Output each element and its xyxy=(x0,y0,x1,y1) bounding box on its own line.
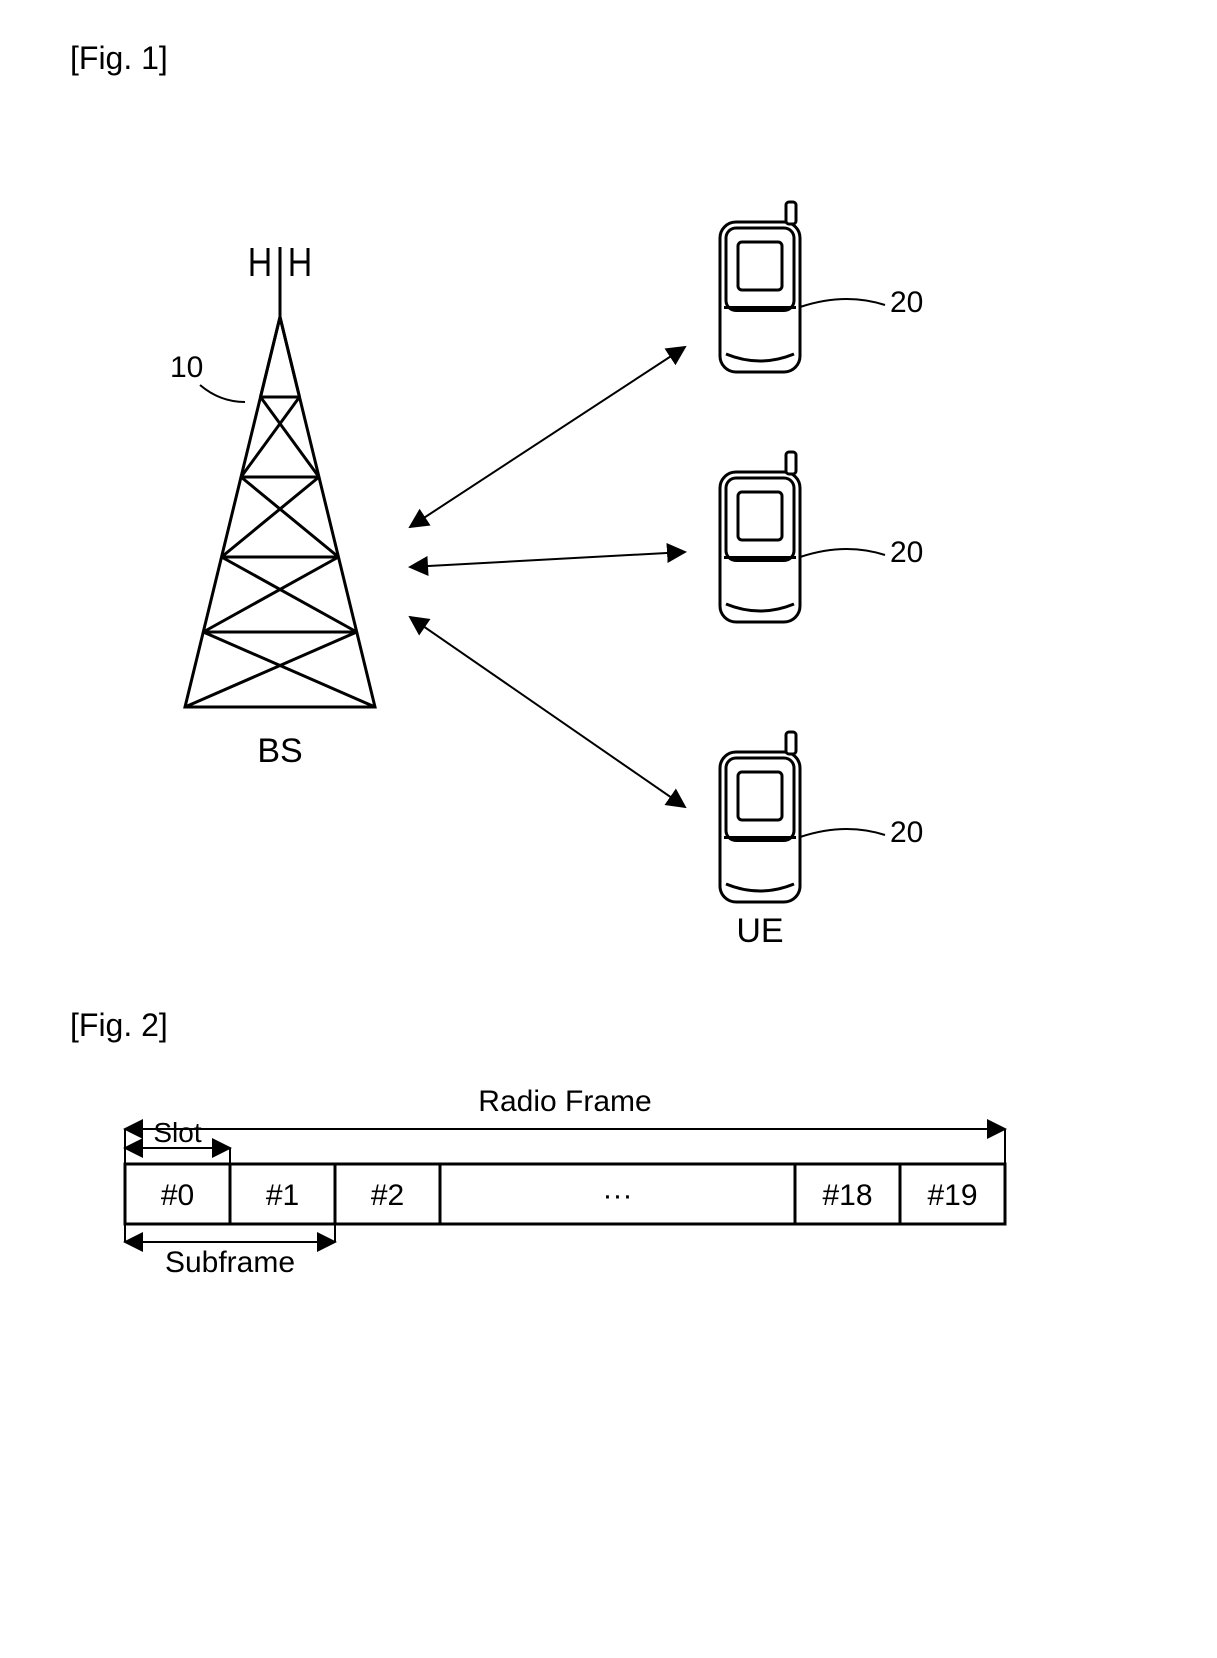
ue-ref-num: 20 xyxy=(890,536,923,569)
ue-ref-leader xyxy=(800,829,885,837)
ue-label: UE xyxy=(736,912,783,950)
bs-brace xyxy=(222,557,357,632)
slot-label: #1 xyxy=(266,1179,299,1212)
figure2-diagram: #0 #1 #2 ··· #18 #19 Radio Frame Slot Subframe xyxy=(30,1054,1110,1284)
bs-brace xyxy=(241,477,338,557)
bs-brace xyxy=(203,632,375,707)
ue-ref-leader xyxy=(800,549,885,557)
bs-ref-num: 10 xyxy=(170,351,203,384)
bs-label: BS xyxy=(257,732,302,770)
slot-label: ··· xyxy=(603,1179,633,1212)
ue-phone xyxy=(720,732,800,902)
ue-ref-num: 20 xyxy=(890,286,923,319)
figure1-label: [Fig. 1] xyxy=(70,40,1187,77)
bs-brace xyxy=(261,317,280,397)
ue-phone xyxy=(720,452,800,622)
bs-brace xyxy=(280,317,299,397)
ue-ref-num: 20 xyxy=(890,816,923,849)
radio-frame-label: Radio Frame xyxy=(478,1085,651,1118)
figure1-diagram: BS 10 20 20 20 UE xyxy=(30,87,1030,987)
slot-label: #2 xyxy=(371,1179,404,1212)
figure2-label: [Fig. 2] xyxy=(70,1007,1187,1044)
bs-brace xyxy=(203,557,338,632)
subframe-extent-label: Subframe xyxy=(165,1246,295,1279)
bs-ue-link xyxy=(410,552,685,567)
bs-brace xyxy=(222,477,319,557)
ue-ref-leader xyxy=(800,299,885,307)
slot-label: #18 xyxy=(822,1179,872,1212)
radio-frame-rect xyxy=(125,1164,1005,1224)
bs-ref-leader xyxy=(200,385,245,402)
bs-ue-link xyxy=(410,617,685,807)
slot-label: #0 xyxy=(161,1179,194,1212)
slot-extent-label: Slot xyxy=(153,1117,201,1148)
bs-tower-outline xyxy=(185,317,375,707)
bs-ue-link xyxy=(410,347,685,527)
bs-brace xyxy=(185,632,357,707)
ue-phone xyxy=(720,202,800,372)
slot-label: #19 xyxy=(927,1179,977,1212)
